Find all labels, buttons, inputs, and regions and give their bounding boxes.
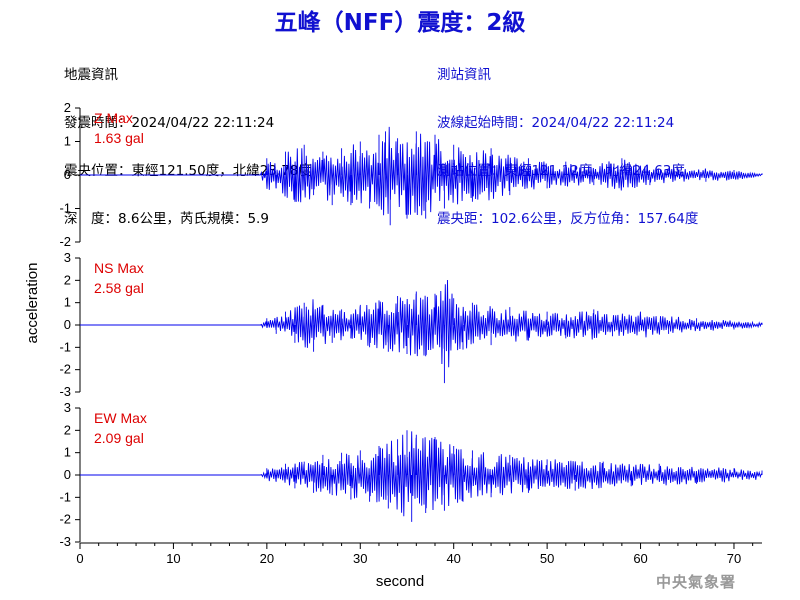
- station-info-heading: 測站資訊: [437, 67, 491, 83]
- x-tick-label: 0: [76, 551, 83, 566]
- x-tick-label: 20: [260, 551, 274, 566]
- y-tick-label: -2: [59, 234, 71, 249]
- y-tick-label: 0: [64, 167, 71, 182]
- y-tick-label: 3: [64, 400, 71, 415]
- x-tick-label: 10: [166, 551, 180, 566]
- panel-ns: 3 2 1 0 -1 -2 -3 NS Max 2.58 gal: [59, 250, 763, 399]
- quake-info-block: 地震資訊 發震時間：2024/04/22 22:11:24 震央位置：東經121…: [64, 35, 312, 243]
- panel-z: 2 1 0 -1 -2 Z Max 1.63 gal: [59, 100, 763, 249]
- x-axis-title: second: [376, 573, 424, 590]
- y-tick-label: -2: [59, 512, 71, 527]
- station-info-block: 測站資訊 波線起始時間：2024/04/22 22:11:24 測站位置：東經1…: [437, 35, 698, 243]
- y-tick-label: 3: [64, 250, 71, 265]
- y-axis-title: acceleration: [24, 263, 41, 344]
- y-tick-label: 0: [64, 467, 71, 482]
- peak-label-value: 1.63 gal: [94, 130, 144, 146]
- peak-label-title: Z Max: [94, 110, 133, 126]
- trace-line: [80, 430, 763, 522]
- x-tick-label: 60: [633, 551, 647, 566]
- quake-info-heading: 地震資訊: [64, 67, 118, 83]
- y-tick-label: 2: [64, 422, 71, 437]
- station-wave-start: 波線起始時間：2024/04/22 22:11:24: [437, 115, 675, 131]
- station-distance: 震央距：102.6公里，反方位角：157.64度: [437, 211, 699, 227]
- x-tick-label: 50: [540, 551, 554, 566]
- quake-depth-magnitude: 深 度：8.6公里，芮氏規模：5.9: [64, 211, 269, 227]
- x-tick-label: 40: [446, 551, 460, 566]
- peak-label-value: 2.09 gal: [94, 430, 144, 446]
- y-tick-label: 1: [64, 295, 71, 310]
- y-tick-label: -1: [59, 339, 71, 354]
- y-tick-label: -3: [59, 534, 71, 549]
- x-tick-label: 30: [353, 551, 367, 566]
- x-tick-label: 70: [727, 551, 741, 566]
- agency-footer: 中央氣象署: [656, 573, 737, 591]
- y-tick-label: -1: [59, 201, 71, 216]
- y-tick-label: -3: [59, 384, 71, 399]
- peak-label-title: EW Max: [94, 410, 147, 426]
- trace-line: [80, 126, 763, 226]
- panel-ew: 3 2 1 0 -1 -2 -3 EW Max 2.09 gal: [59, 400, 763, 549]
- y-tick-label: 2: [64, 100, 71, 115]
- panels-group: 2 1 0 -1 -2 Z Max 1.63 gal 3 2 1 0 -1 -2 -3 NS Max 2.58…: [59, 100, 763, 549]
- y-tick-label: 2: [64, 272, 71, 287]
- quake-time: 發震時間：2024/04/22 22:11:24: [64, 115, 275, 131]
- y-tick-label: 1: [64, 445, 71, 460]
- page-title: 五峰（NFF）震度：2級: [274, 10, 526, 36]
- peak-label-title: NS Max: [94, 260, 144, 276]
- x-axis: 0 10 20 30 40 50 60 70: [76, 542, 762, 566]
- y-tick-label: -2: [59, 362, 71, 377]
- trace-line: [80, 279, 763, 384]
- y-tick-label: 1: [64, 134, 71, 149]
- y-tick-label: -1: [59, 489, 71, 504]
- y-tick-label: 0: [64, 317, 71, 332]
- peak-label-value: 2.58 gal: [94, 280, 144, 296]
